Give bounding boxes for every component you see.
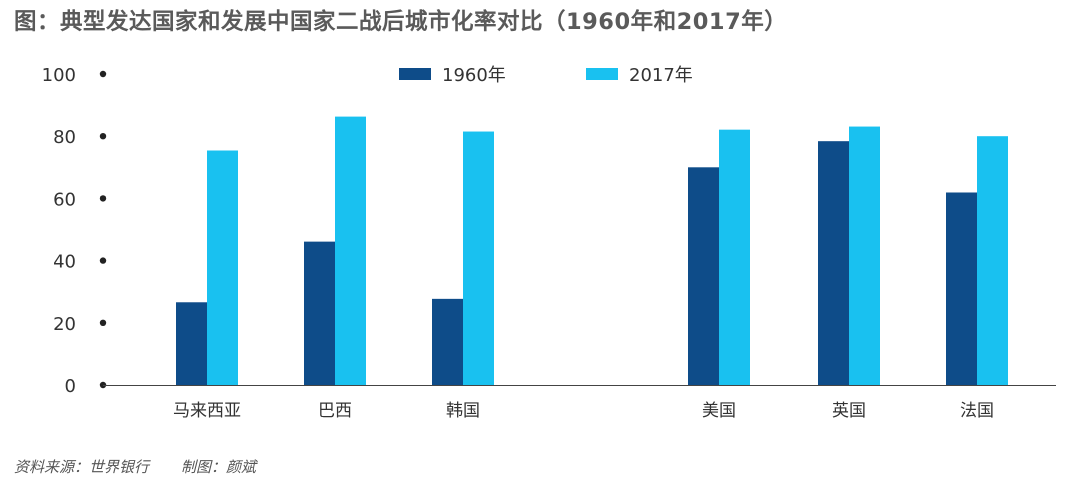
bar xyxy=(818,141,849,385)
chart-legend: 1960年 2017年 xyxy=(399,65,693,86)
y-tick-dot xyxy=(99,133,107,140)
y-tick-dot xyxy=(99,70,107,78)
y-tick-dot xyxy=(99,195,107,202)
bar xyxy=(207,150,238,385)
author-text: 制图：颜斌 xyxy=(181,458,257,476)
y-tick-label: 40 xyxy=(53,252,76,273)
x-tick-label: 韩国 xyxy=(446,401,480,421)
legend-label: 1960年 xyxy=(442,65,506,86)
bar xyxy=(946,192,977,385)
legend-swatch xyxy=(586,68,618,80)
legend-item: 2017年 xyxy=(586,65,693,86)
legend-swatch xyxy=(399,68,431,80)
y-tick-label: 60 xyxy=(53,189,76,210)
x-tick-label: 巴西 xyxy=(318,401,352,421)
y-tick-label: 100 xyxy=(42,65,76,86)
legend-item: 1960年 xyxy=(399,65,506,86)
y-tick-dot xyxy=(99,319,107,326)
bar-chart: 1960年 2017年 0 20 40 60 80 100 马来西亚 巴西 韩国 美国 英国 法国 xyxy=(42,65,1056,421)
bar xyxy=(977,136,1008,385)
bar xyxy=(688,167,719,385)
x-tick-label: 美国 xyxy=(702,401,736,421)
bar xyxy=(176,302,207,385)
y-axis: 0 20 40 60 80 100 xyxy=(42,65,107,397)
x-tick-label: 法国 xyxy=(960,401,994,421)
bar xyxy=(463,131,494,385)
x-axis: 马来西亚 巴西 韩国 美国 英国 法国 xyxy=(173,401,994,421)
footer-note: 资料来源：世界银行 制图：颜斌 xyxy=(14,456,256,477)
y-tick-label: 20 xyxy=(53,314,76,335)
bar xyxy=(719,129,750,385)
source-text: 资料来源：世界银行 xyxy=(14,458,150,476)
bar xyxy=(304,241,335,385)
bar xyxy=(849,126,880,386)
legend-label: 2017年 xyxy=(629,65,693,86)
chart-title: 图：典型发达国家和发展中国家二战后城市化率对比（1960年和2017年） xyxy=(14,9,788,35)
bar-group xyxy=(176,116,1008,386)
y-tick-dot xyxy=(99,257,107,264)
x-tick-label: 马来西亚 xyxy=(173,401,241,421)
bar xyxy=(432,298,463,385)
bar xyxy=(335,116,366,386)
y-tick-label: 0 xyxy=(65,376,76,397)
y-tick-label: 80 xyxy=(53,127,76,148)
x-tick-label: 英国 xyxy=(832,401,866,421)
